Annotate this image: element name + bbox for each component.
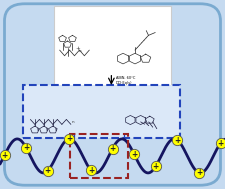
Point [68,137,71,140]
Text: N: N [36,128,39,132]
Text: N: N [54,128,57,132]
Text: +: + [174,136,180,145]
Point [89,169,93,172]
FancyBboxPatch shape [4,4,220,185]
Text: +: + [75,46,80,51]
Text: n: n [72,120,74,124]
Point [219,142,222,145]
Text: +: + [66,134,72,143]
Point [197,171,201,174]
Point [46,169,50,172]
Text: +: + [45,166,51,175]
Point [176,139,179,142]
Text: n: n [79,49,81,53]
Point [132,153,136,156]
Point [24,146,28,149]
Text: N: N [45,128,48,132]
Text: +: + [131,150,137,159]
Text: +: + [1,151,8,160]
Point [154,165,157,168]
FancyBboxPatch shape [22,85,180,138]
Text: +: + [217,139,224,148]
Text: +: + [109,144,116,153]
Text: +: + [153,162,159,171]
Point [111,147,114,150]
Text: +: + [23,143,29,152]
FancyBboxPatch shape [54,6,171,110]
Text: +: + [88,166,94,175]
Text: +: + [196,168,202,177]
Point [3,154,6,157]
Text: AIBN, 60°C
DCl·Eq(s): AIBN, 60°C DCl·Eq(s) [116,76,135,85]
